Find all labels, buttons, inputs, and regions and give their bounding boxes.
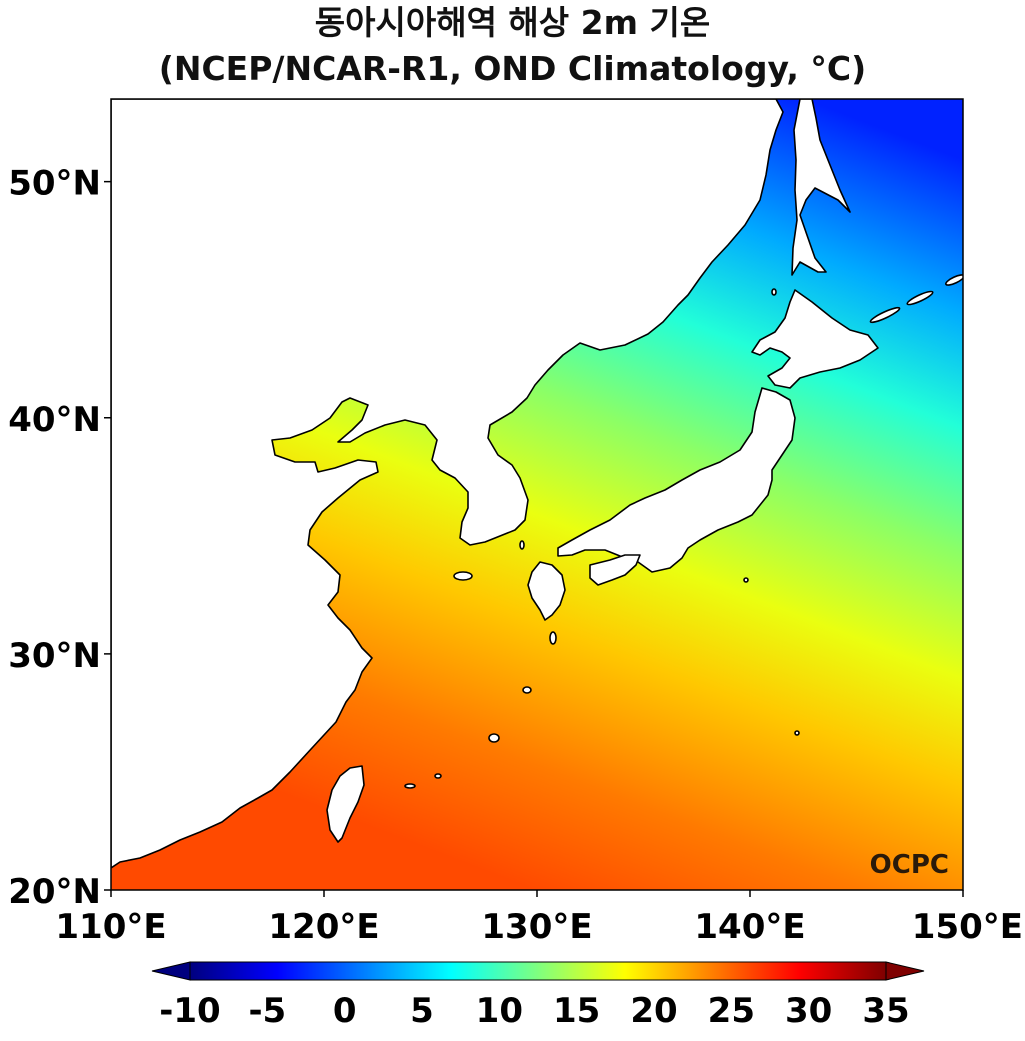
colorbar-tick-label: -10 bbox=[159, 991, 220, 1031]
colorbar-ticks: -10 -5 0 5 10 15 20 25 30 35 bbox=[159, 991, 909, 1031]
title-line-1: 동아시아해역 해상 2m 기온 bbox=[314, 3, 711, 42]
colorbar-tick-label: 5 bbox=[410, 991, 434, 1031]
colorbar-extend-low bbox=[151, 961, 191, 981]
tanegashima-island bbox=[549, 631, 557, 645]
colorbar-extend-high bbox=[885, 961, 925, 981]
land-masses bbox=[111, 99, 963, 869]
lat-tick-label: 40°N bbox=[8, 400, 101, 440]
ishigaki-island bbox=[404, 783, 416, 789]
mainland-asia bbox=[111, 99, 784, 869]
colorbar-tick-label: 30 bbox=[785, 991, 832, 1031]
lon-tick-label: 110°E bbox=[55, 907, 166, 947]
lon-tick-label: 130°E bbox=[481, 907, 592, 947]
colorbar-tick-label: 0 bbox=[333, 991, 357, 1031]
colorbar-tick-label: 15 bbox=[553, 991, 600, 1031]
map-title: 동아시아해역 해상 2m 기온 (NCEP/NCAR-R1, OND Clima… bbox=[0, 0, 1025, 92]
kuril-island-2 bbox=[906, 290, 934, 306]
colorbar-tick-label: 10 bbox=[476, 991, 523, 1031]
lat-tick-label: 50°N bbox=[8, 164, 101, 204]
lat-tick-label: 30°N bbox=[8, 636, 101, 676]
okinawa-island bbox=[488, 733, 500, 743]
colorbar-tick-label: 25 bbox=[708, 991, 755, 1031]
title-line-2: (NCEP/NCAR-R1, OND Climatology, °C) bbox=[158, 49, 867, 88]
miyako-island bbox=[434, 773, 442, 779]
kuril-island-3 bbox=[945, 274, 963, 286]
latitude-ticks: 20°N 30°N 40°N 50°N bbox=[8, 164, 111, 912]
jeju-island bbox=[453, 571, 473, 581]
taiwan-island bbox=[326, 765, 365, 843]
lon-tick-label: 150°E bbox=[912, 907, 1023, 947]
colorbar-tick-label: 35 bbox=[862, 991, 909, 1031]
lat-tick-label: 20°N bbox=[8, 872, 101, 912]
izu-island bbox=[743, 577, 749, 583]
colorbar: -10 -5 0 5 10 15 20 25 30 35 bbox=[151, 961, 925, 1031]
ocpc-logo: OCPC bbox=[870, 850, 949, 880]
kyushu-island bbox=[527, 561, 566, 621]
sakhalin-island bbox=[791, 99, 851, 276]
hokkaido-island bbox=[751, 289, 879, 389]
kuril-island-1 bbox=[869, 306, 901, 324]
longitude-ticks: 110°E 120°E 130°E 140°E 150°E bbox=[55, 890, 1023, 947]
colorbar-gradient bbox=[189, 961, 887, 981]
colorbar-tick-label: -5 bbox=[248, 991, 286, 1031]
bonin-island bbox=[794, 730, 800, 736]
shikoku-island bbox=[589, 554, 641, 586]
lon-tick-label: 140°E bbox=[694, 907, 805, 947]
rishiri-island bbox=[771, 288, 777, 296]
colorbar-tick-label: 20 bbox=[630, 991, 677, 1031]
lon-tick-label: 120°E bbox=[268, 907, 379, 947]
amami-island bbox=[522, 686, 532, 694]
tsushima-island bbox=[519, 540, 525, 550]
